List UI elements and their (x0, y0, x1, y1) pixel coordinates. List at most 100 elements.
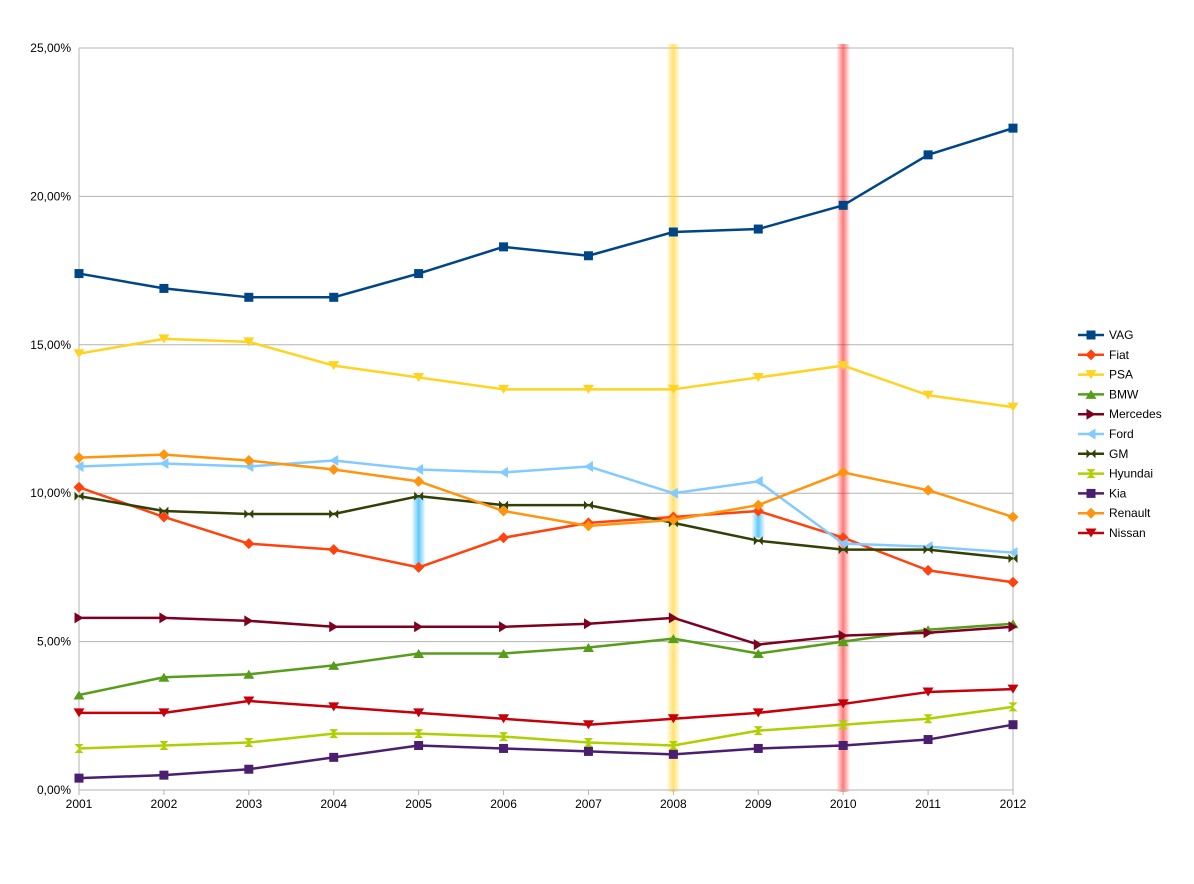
legend-marker-mercedes (1086, 408, 1096, 420)
series-line-gm (78, 494, 1014, 560)
data-point-gm (1008, 553, 1018, 563)
series-fiat (73, 481, 1019, 588)
data-point-renault (413, 475, 425, 487)
data-point-psa (158, 334, 170, 344)
y-tick-label: 15,00% (30, 338, 71, 352)
data-point-gm (838, 545, 848, 555)
y-tick-label: 0,00% (37, 783, 71, 797)
legend-marker-kia (1086, 488, 1096, 498)
data-point-gm (159, 506, 169, 516)
series-mercedes (74, 612, 1018, 651)
data-point-psa (413, 372, 425, 382)
data-point-bmw (413, 648, 425, 658)
data-point-renault (752, 499, 764, 511)
data-point-vag (414, 269, 424, 279)
legend-label-gm: GM (1109, 447, 1128, 461)
data-point-bmw (243, 669, 255, 679)
x-tick-label: 2008 (660, 797, 687, 811)
legend-label-kia: Kia (1109, 486, 1127, 500)
data-point-gm (244, 509, 254, 519)
legend-label-bmw: BMW (1109, 387, 1139, 401)
data-point-mercedes (244, 615, 254, 627)
data-point-hyundai (329, 729, 339, 739)
x-tick-label: 2001 (66, 797, 93, 811)
data-point-kia (753, 743, 763, 753)
highlight-segment-2005 (411, 496, 426, 568)
data-point-psa (498, 384, 510, 394)
x-tick-label: 2011 (915, 797, 941, 811)
data-point-nissan (837, 699, 849, 709)
y-tick-label: 25,00% (30, 41, 71, 55)
legend-marker-renault (1085, 507, 1097, 519)
data-point-renault (328, 463, 340, 475)
data-point-psa (73, 349, 85, 359)
data-point-kia (244, 764, 254, 774)
data-point-hyundai (244, 738, 254, 748)
series-bmw (73, 619, 1019, 700)
data-point-mercedes (923, 627, 933, 639)
x-tick-label: 2012 (1000, 797, 1027, 811)
data-point-hyundai (499, 732, 509, 742)
legend-marker-bmw (1085, 389, 1097, 399)
data-point-gm (329, 509, 339, 519)
y-tick-label: 5,00% (37, 635, 71, 649)
data-point-renault (158, 449, 170, 461)
data-point-nissan (752, 708, 764, 718)
data-point-hyundai (753, 726, 763, 736)
data-point-kia (499, 743, 509, 753)
data-point-bmw (498, 648, 510, 658)
series-line-ford (78, 459, 1014, 554)
data-point-psa (667, 384, 679, 394)
data-point-kia (838, 740, 848, 750)
data-point-renault (498, 505, 510, 517)
data-point-fiat (413, 561, 425, 573)
data-point-bmw (667, 634, 679, 644)
data-point-gm (753, 536, 763, 546)
legend-label-vag: VAG (1109, 328, 1133, 342)
x-tick-label: 2009 (745, 797, 772, 811)
legend-label-hyundai: Hyundai (1109, 467, 1153, 481)
data-point-hyundai (923, 714, 933, 724)
data-point-renault (582, 520, 594, 532)
data-point-mercedes (74, 612, 84, 624)
data-point-fiat (158, 511, 170, 523)
data-point-fiat (1007, 576, 1019, 588)
data-point-vag (583, 251, 593, 261)
data-point-ford (668, 487, 678, 499)
data-point-vag (74, 269, 84, 279)
legend-marker-nissan (1085, 528, 1097, 538)
data-point-nissan (413, 708, 425, 718)
legend-item-nissan: Nissan (1078, 526, 1146, 540)
data-point-vag (329, 292, 339, 302)
data-point-mercedes (159, 612, 169, 624)
data-point-mercedes (838, 630, 848, 642)
data-point-hyundai (583, 738, 593, 748)
data-point-fiat (328, 544, 340, 556)
data-point-nissan (158, 708, 170, 718)
data-point-bmw (73, 690, 85, 700)
data-point-nissan (498, 714, 510, 724)
series-kia (74, 720, 1018, 783)
x-tick-label: 2007 (575, 797, 602, 811)
axes (78, 48, 1014, 795)
legend-label-fiat: Fiat (1109, 348, 1130, 362)
data-point-renault (837, 466, 849, 478)
series-line-hyundai (78, 705, 1014, 750)
data-point-gm (414, 491, 424, 501)
series-line-vag (78, 126, 1014, 299)
data-point-vag (838, 200, 848, 210)
legend-label-nissan: Nissan (1109, 526, 1146, 540)
data-point-ford (329, 455, 339, 467)
data-point-psa (922, 390, 934, 400)
legend-item-kia: Kia (1078, 486, 1127, 500)
x-tick-label: 2006 (490, 797, 517, 811)
data-point-hyundai (1008, 702, 1018, 712)
data-point-mercedes (329, 621, 339, 633)
legend-marker-ford (1086, 428, 1096, 440)
data-point-renault (667, 514, 679, 526)
data-point-gm (923, 545, 933, 555)
legend-label-psa: PSA (1109, 368, 1133, 382)
data-point-vag (753, 224, 763, 234)
legend-item-mercedes: Mercedes (1078, 407, 1162, 421)
